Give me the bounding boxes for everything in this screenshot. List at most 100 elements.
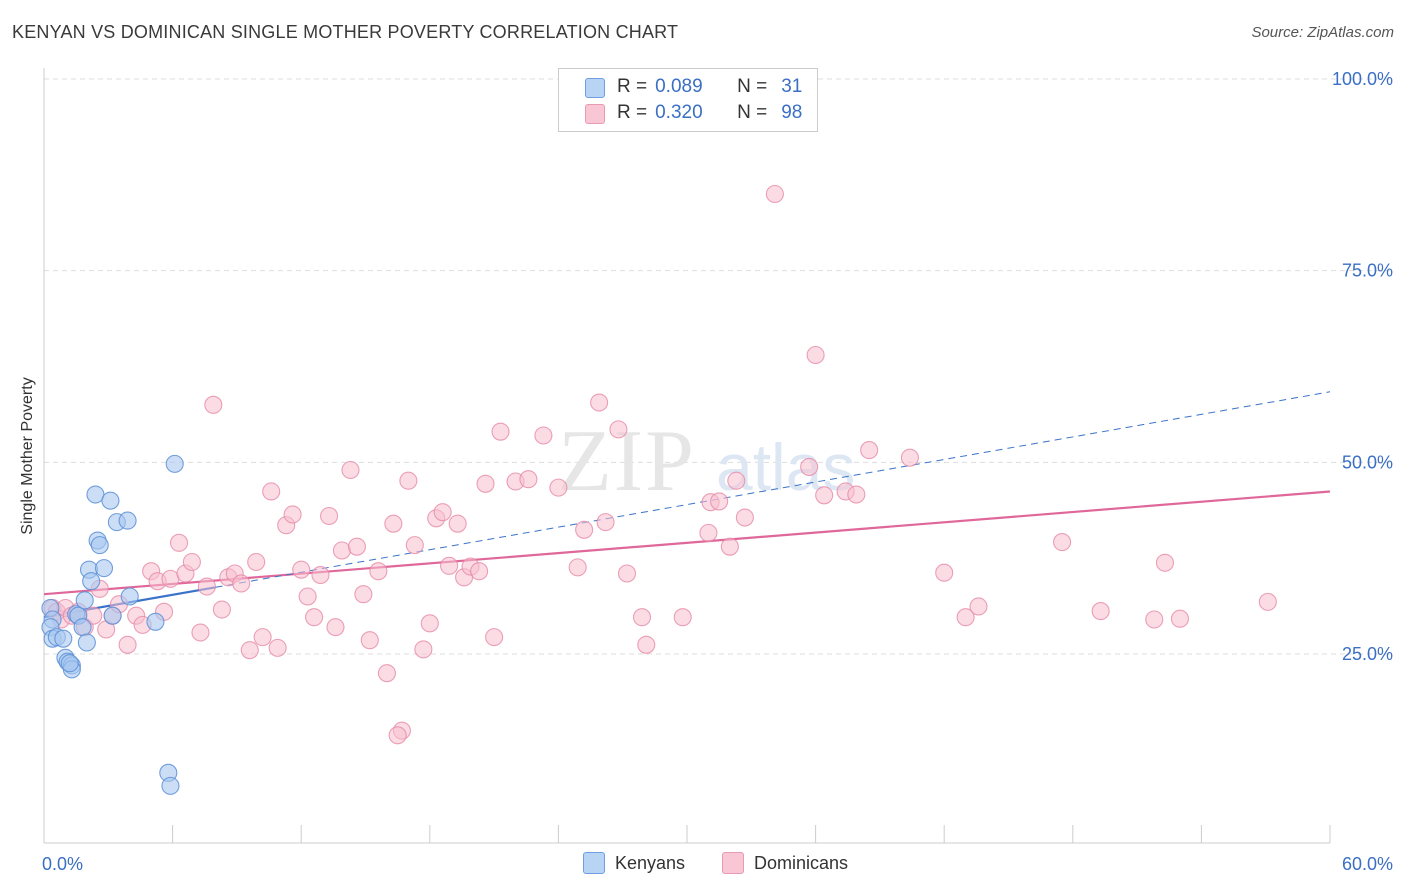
legend-r-value: 0.320 bbox=[655, 102, 703, 123]
dominicans-point bbox=[377, 664, 396, 683]
y-tick-label: 25.0% bbox=[1342, 644, 1393, 664]
legend-swatch-dominicans bbox=[585, 104, 605, 124]
dominicans-point bbox=[1053, 533, 1072, 552]
chart-title: KENYAN VS DOMINICAN SINGLE MOTHER POVERT… bbox=[12, 22, 679, 42]
legend-label-dominicans: Dominicans bbox=[754, 852, 849, 873]
dominicans-point bbox=[847, 485, 866, 504]
dominicans-point bbox=[900, 448, 919, 467]
legend-swatch-dominicans bbox=[722, 852, 744, 874]
dominicans-point bbox=[596, 513, 615, 532]
kenyans-point bbox=[86, 485, 105, 504]
kenyans-point bbox=[82, 572, 101, 591]
kenyans-point bbox=[118, 511, 137, 530]
y-tick-label: 50.0% bbox=[1342, 452, 1393, 472]
tick-labels: 25.0% 50.0% 75.0% 100.0% 0.0% 60.0% bbox=[42, 69, 1393, 874]
legend-item-kenyans[interactable]: Kenyans bbox=[583, 852, 685, 874]
dominicans-point bbox=[609, 420, 628, 439]
dominicans-point bbox=[232, 574, 251, 593]
dominicans-point bbox=[673, 608, 692, 627]
dominicans-point bbox=[354, 585, 373, 604]
dominicans-point bbox=[800, 457, 819, 476]
dominicans-point bbox=[384, 514, 403, 533]
dominicans-point bbox=[440, 556, 459, 575]
kenyans-point bbox=[101, 491, 120, 510]
dominicans-point bbox=[720, 537, 739, 556]
kenyans-trendline-extended bbox=[215, 391, 1331, 588]
kenyans-point bbox=[90, 536, 109, 555]
gridlines bbox=[44, 78, 1392, 655]
dominicans-point bbox=[405, 536, 424, 555]
dominicans-point bbox=[534, 426, 553, 445]
series-legend: Kenyans Dominicans bbox=[0, 852, 1406, 876]
correlation-legend: R = 0.089 N = 31 R = 0.320 N = 98 bbox=[558, 68, 818, 132]
dominicans-point bbox=[420, 614, 439, 633]
dominicans-point bbox=[240, 641, 259, 660]
legend-r-value: 0.089 bbox=[655, 76, 703, 97]
dominicans-point bbox=[212, 600, 231, 619]
kenyans-point bbox=[77, 633, 96, 652]
legend-n-value: 98 bbox=[781, 102, 803, 123]
kenyans-point bbox=[94, 559, 114, 578]
dominicans-point bbox=[399, 471, 418, 490]
legend-swatch-kenyans bbox=[585, 78, 605, 98]
dominicans-point bbox=[568, 558, 587, 577]
dominicans-point bbox=[470, 562, 489, 581]
dominicans-point bbox=[1155, 553, 1175, 572]
dominicans-point bbox=[806, 345, 825, 365]
dominicans-point bbox=[388, 726, 407, 745]
dominicans-point bbox=[617, 564, 637, 583]
dominicans-point bbox=[476, 474, 495, 493]
dominicans-point bbox=[326, 618, 345, 637]
legend-row-dominicans: R = 0.320 N = 98 bbox=[585, 101, 803, 125]
dominicans-point bbox=[1258, 592, 1277, 611]
dominicans-points bbox=[43, 184, 1277, 745]
dominicans-point bbox=[448, 514, 467, 533]
dominicans-point bbox=[735, 508, 754, 527]
dominicans-point bbox=[710, 492, 729, 511]
dominicans-point bbox=[590, 393, 609, 412]
dominicans-point bbox=[332, 541, 351, 560]
x-tick-label: 0.0% bbox=[42, 854, 83, 874]
dominicans-point bbox=[247, 552, 266, 572]
dominicans-point bbox=[860, 441, 879, 460]
dominicans-point bbox=[341, 460, 360, 480]
dominicans-point bbox=[262, 482, 281, 501]
kenyans-point bbox=[146, 612, 165, 631]
dominicans-point bbox=[491, 422, 510, 441]
source-label: Source: ZipAtlas.com bbox=[1251, 24, 1394, 41]
dominicans-point bbox=[414, 640, 433, 659]
dominicans-point bbox=[935, 563, 954, 582]
kenyans-point bbox=[60, 654, 79, 673]
y-axis-label: Single Mother Poverty bbox=[19, 377, 36, 535]
dominicans-point bbox=[268, 638, 287, 657]
dominicans-point bbox=[956, 608, 975, 627]
dominicans-trendline bbox=[43, 490, 1331, 596]
dominicans-point bbox=[369, 562, 388, 581]
dominicans-point bbox=[298, 587, 317, 606]
legend-item-dominicans[interactable]: Dominicans bbox=[722, 852, 848, 874]
dominicans-point bbox=[1170, 609, 1190, 628]
dominicans-point bbox=[182, 552, 201, 572]
dominicans-point bbox=[433, 503, 452, 522]
kenyans-point bbox=[103, 606, 122, 625]
dominicans-point bbox=[347, 537, 366, 556]
dominicans-point bbox=[169, 533, 189, 552]
kenyans-point bbox=[73, 618, 92, 637]
kenyans-point bbox=[54, 629, 73, 648]
dominicans-point bbox=[311, 565, 330, 585]
dominicans-point bbox=[815, 486, 834, 505]
kenyans-point bbox=[75, 591, 94, 610]
dominicans-point bbox=[485, 628, 504, 647]
dominicans-point bbox=[197, 577, 216, 596]
kenyans-points bbox=[41, 454, 184, 795]
legend-n-value: 31 bbox=[781, 76, 803, 97]
dominicans-point bbox=[727, 471, 746, 490]
watermark-atlas: atlas bbox=[716, 430, 855, 504]
legend-n-label: N = bbox=[737, 76, 768, 97]
legend-r-label: R = bbox=[617, 102, 648, 123]
dominicans-point bbox=[549, 478, 568, 497]
legend-label-kenyans: Kenyans bbox=[615, 852, 686, 873]
dominicans-point bbox=[637, 635, 656, 654]
dominicans-point bbox=[1145, 610, 1164, 629]
